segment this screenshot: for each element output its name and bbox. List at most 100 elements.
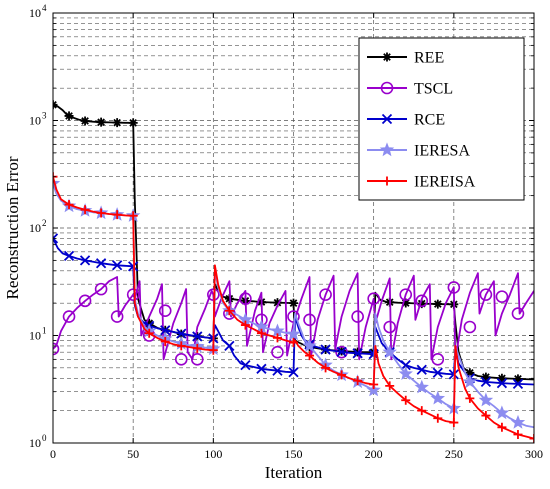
data-point bbox=[64, 111, 74, 121]
data-point bbox=[64, 200, 74, 210]
marker-plus bbox=[305, 351, 315, 361]
data-point bbox=[80, 116, 90, 126]
data-point bbox=[430, 390, 446, 405]
marker-plus bbox=[208, 345, 218, 355]
marker-plus bbox=[401, 395, 411, 405]
y-axis-title: Reconstruction Error bbox=[3, 156, 22, 299]
marker-asterisk bbox=[433, 299, 443, 309]
marker-circle bbox=[431, 353, 445, 366]
data-point bbox=[94, 282, 108, 296]
marker-plus bbox=[353, 376, 363, 386]
x-axis-title: Iteration bbox=[265, 463, 323, 482]
marker-x bbox=[79, 255, 91, 266]
marker-star bbox=[494, 405, 510, 420]
data-point bbox=[351, 310, 364, 323]
marker-star bbox=[382, 344, 397, 359]
marker-asterisk bbox=[289, 298, 298, 308]
y-tick-exponent: 3 bbox=[42, 111, 47, 121]
marker-plus bbox=[369, 380, 379, 390]
data-point bbox=[126, 288, 140, 301]
data-point bbox=[319, 288, 332, 301]
marker-plus bbox=[337, 370, 347, 380]
marker-plus bbox=[272, 333, 282, 343]
marker-plus bbox=[321, 363, 331, 373]
data-point bbox=[53, 342, 60, 356]
marker-asterisk bbox=[272, 298, 282, 308]
data-point bbox=[465, 393, 475, 403]
marker-asterisk bbox=[382, 52, 392, 62]
marker-circle bbox=[447, 281, 461, 294]
data-point bbox=[353, 376, 363, 386]
data-point bbox=[400, 360, 411, 371]
marker-x bbox=[111, 260, 123, 271]
marker-x bbox=[381, 113, 393, 125]
data-point bbox=[95, 258, 107, 269]
marker-star bbox=[510, 414, 526, 429]
marker-x bbox=[336, 346, 347, 358]
y-tick-exponent: 1 bbox=[42, 326, 47, 336]
marker-plus bbox=[96, 208, 106, 218]
marker-asterisk bbox=[465, 368, 475, 378]
data-point bbox=[272, 333, 282, 343]
data-point bbox=[112, 210, 122, 220]
data-point bbox=[449, 418, 459, 428]
data-point bbox=[160, 336, 170, 346]
data-point bbox=[385, 381, 395, 391]
data-point bbox=[240, 360, 251, 371]
legend-label: REE bbox=[414, 50, 444, 67]
marker-plus bbox=[112, 210, 122, 220]
marker-asterisk bbox=[128, 118, 138, 128]
x-tick-label: 50 bbox=[127, 447, 139, 461]
marker-plus bbox=[160, 336, 170, 346]
marker-x bbox=[288, 367, 299, 378]
marker-x bbox=[272, 365, 283, 376]
marker-plus bbox=[417, 406, 427, 416]
marker-circle bbox=[383, 320, 397, 334]
marker-plus bbox=[64, 200, 74, 210]
data-point bbox=[529, 434, 534, 443]
data-point bbox=[144, 328, 154, 338]
data-point bbox=[305, 351, 315, 361]
data-point bbox=[111, 260, 123, 271]
marker-asterisk bbox=[513, 374, 523, 384]
marker-asterisk bbox=[497, 373, 507, 383]
data-point bbox=[352, 348, 363, 359]
data-point bbox=[239, 292, 252, 305]
x-tick-label: 200 bbox=[365, 447, 383, 461]
marker-star bbox=[286, 326, 301, 341]
series-layer bbox=[53, 100, 534, 443]
x-tick-label: 0 bbox=[50, 447, 56, 461]
marker-x bbox=[240, 360, 251, 371]
data-point bbox=[417, 406, 427, 416]
data-point bbox=[128, 261, 139, 272]
legend-label: IEREISA bbox=[414, 174, 476, 191]
marker-circle bbox=[380, 81, 394, 95]
data-point bbox=[208, 345, 218, 355]
marker-x bbox=[512, 378, 524, 389]
data-point bbox=[96, 208, 106, 218]
marker-plus bbox=[382, 176, 392, 186]
data-point bbox=[321, 363, 331, 373]
marker-x bbox=[480, 376, 492, 388]
marker-asterisk bbox=[112, 118, 122, 128]
legend-marker bbox=[380, 81, 394, 95]
legend-marker bbox=[379, 142, 395, 157]
data-point bbox=[431, 353, 445, 366]
data-point bbox=[433, 413, 443, 423]
data-point bbox=[112, 118, 122, 128]
data-point bbox=[62, 310, 76, 323]
marker-x bbox=[416, 364, 427, 375]
data-point bbox=[80, 205, 90, 215]
data-point bbox=[481, 411, 491, 421]
data-point bbox=[447, 281, 461, 294]
data-point bbox=[337, 370, 347, 380]
data-point bbox=[401, 298, 411, 308]
marker-circle bbox=[110, 310, 124, 323]
data-point bbox=[224, 306, 234, 316]
data-point bbox=[511, 307, 525, 320]
marker-plus bbox=[289, 338, 298, 348]
x-tick-label: 150 bbox=[285, 447, 303, 461]
marker-plus bbox=[497, 422, 507, 432]
marker-x bbox=[192, 331, 203, 342]
